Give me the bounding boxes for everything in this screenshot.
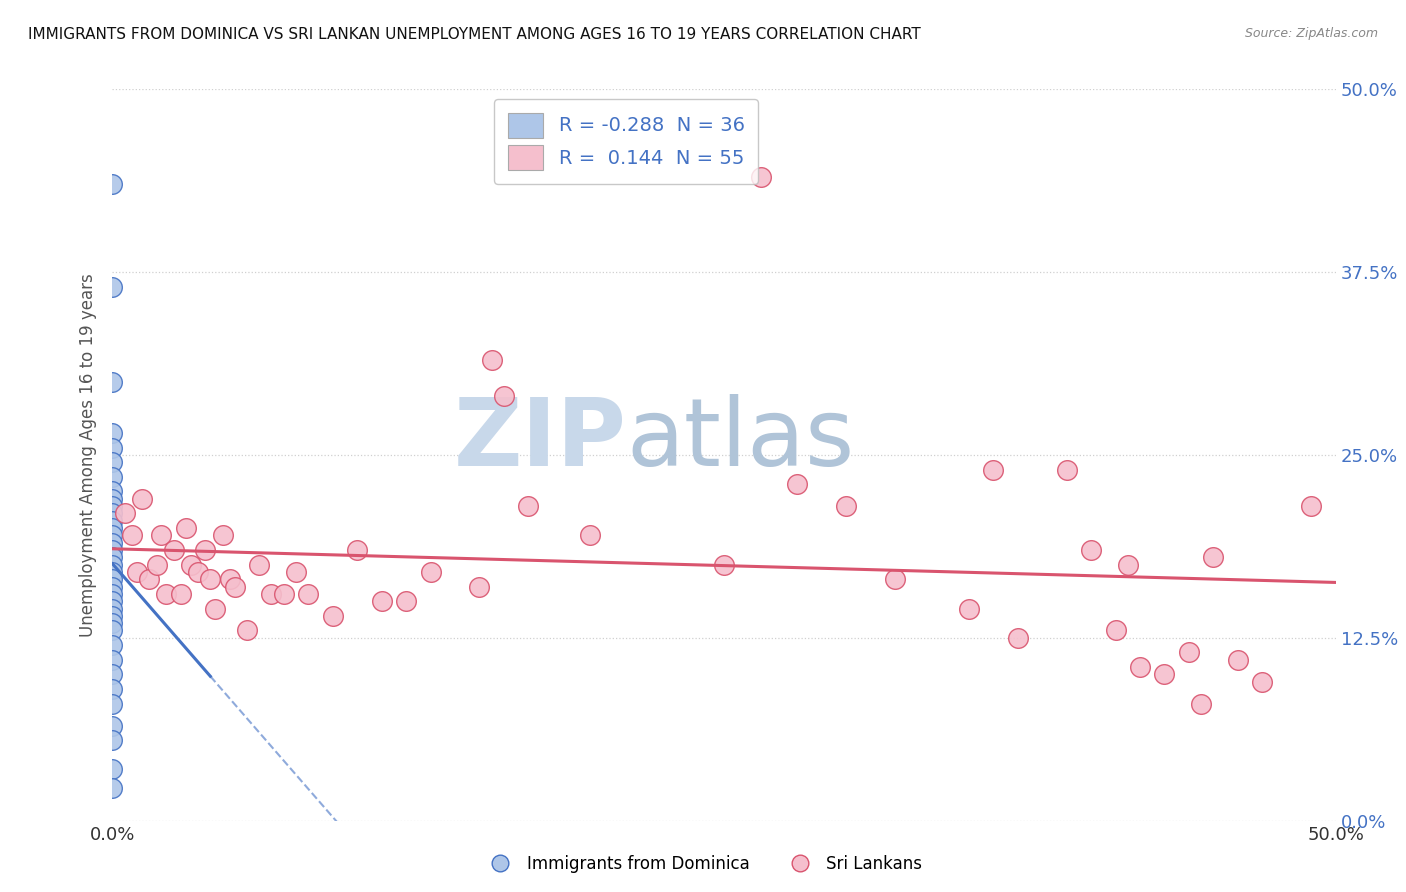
Text: IMMIGRANTS FROM DOMINICA VS SRI LANKAN UNEMPLOYMENT AMONG AGES 16 TO 19 YEARS CO: IMMIGRANTS FROM DOMINICA VS SRI LANKAN U…: [28, 27, 921, 42]
Point: [145, 558, 167, 572]
Point: [101, 601, 124, 615]
Point: [1301, 499, 1323, 513]
Point: [101, 279, 124, 293]
Point: [101, 608, 124, 623]
Point: [713, 558, 735, 572]
Point: [1189, 697, 1212, 711]
Point: [211, 528, 233, 542]
Legend: Immigrants from Dominica, Sri Lankans: Immigrants from Dominica, Sri Lankans: [477, 848, 929, 880]
Point: [1129, 660, 1152, 674]
Point: [101, 425, 124, 440]
Text: ZIP: ZIP: [453, 394, 626, 486]
Point: [204, 601, 226, 615]
Point: [101, 528, 124, 542]
Point: [131, 491, 153, 506]
Point: [468, 580, 491, 594]
Point: [138, 572, 160, 586]
Point: [101, 733, 124, 747]
Point: [884, 572, 907, 586]
Text: Source: ZipAtlas.com: Source: ZipAtlas.com: [1244, 27, 1378, 40]
Point: [749, 169, 772, 184]
Point: [101, 543, 124, 558]
Point: [101, 718, 124, 732]
Point: [125, 565, 148, 579]
Point: [1251, 674, 1274, 689]
Point: [370, 594, 392, 608]
Point: [101, 638, 124, 652]
Point: [101, 653, 124, 667]
Point: [101, 507, 124, 521]
Point: [284, 565, 308, 579]
Point: [101, 514, 124, 528]
Point: [219, 572, 242, 586]
Point: [1153, 667, 1175, 681]
Point: [101, 558, 124, 572]
Point: [1202, 550, 1225, 565]
Point: [419, 565, 441, 579]
Point: [322, 608, 344, 623]
Point: [163, 543, 186, 558]
Point: [101, 572, 124, 586]
Point: [1056, 462, 1078, 476]
Point: [260, 587, 283, 601]
Point: [1226, 653, 1249, 667]
Point: [101, 565, 124, 579]
Y-axis label: Unemployment Among Ages 16 to 19 years: Unemployment Among Ages 16 to 19 years: [79, 273, 97, 637]
Point: [180, 558, 202, 572]
Point: [236, 624, 259, 638]
Point: [101, 521, 124, 535]
Point: [1178, 645, 1201, 659]
Point: [200, 572, 222, 586]
Point: [101, 616, 124, 631]
Point: [101, 491, 124, 506]
Point: [835, 499, 858, 513]
Point: [101, 535, 124, 549]
Point: [517, 499, 540, 513]
Point: [101, 375, 124, 389]
Point: [170, 587, 193, 601]
Point: [1007, 631, 1029, 645]
Point: [114, 507, 136, 521]
Point: [101, 550, 124, 565]
Point: [101, 781, 124, 796]
Point: [101, 580, 124, 594]
Point: [395, 594, 418, 608]
Point: [101, 470, 124, 484]
Point: [247, 558, 270, 572]
Point: [101, 763, 124, 777]
Point: [101, 587, 124, 601]
Point: [786, 477, 808, 491]
Point: [1116, 558, 1139, 572]
Point: [101, 455, 124, 469]
Point: [224, 580, 246, 594]
Point: [101, 178, 124, 192]
Point: [101, 681, 124, 696]
Point: [273, 587, 295, 601]
Legend: R = -0.288  N = 36, R =  0.144  N = 55: R = -0.288 N = 36, R = 0.144 N = 55: [495, 99, 758, 184]
Point: [187, 565, 209, 579]
Point: [101, 624, 124, 638]
Point: [1080, 543, 1102, 558]
Point: [346, 543, 368, 558]
Point: [981, 462, 1004, 476]
Point: [101, 499, 124, 513]
Point: [578, 528, 600, 542]
Point: [492, 389, 515, 403]
Point: [155, 587, 177, 601]
Point: [101, 594, 124, 608]
Point: [1104, 624, 1126, 638]
Point: [174, 521, 197, 535]
Point: [150, 528, 173, 542]
Point: [194, 543, 217, 558]
Point: [101, 667, 124, 681]
Point: [121, 528, 143, 542]
Text: atlas: atlas: [626, 394, 855, 486]
Point: [101, 697, 124, 711]
Point: [957, 601, 980, 615]
Point: [297, 587, 319, 601]
Point: [101, 484, 124, 499]
Point: [101, 441, 124, 455]
Point: [481, 352, 503, 367]
